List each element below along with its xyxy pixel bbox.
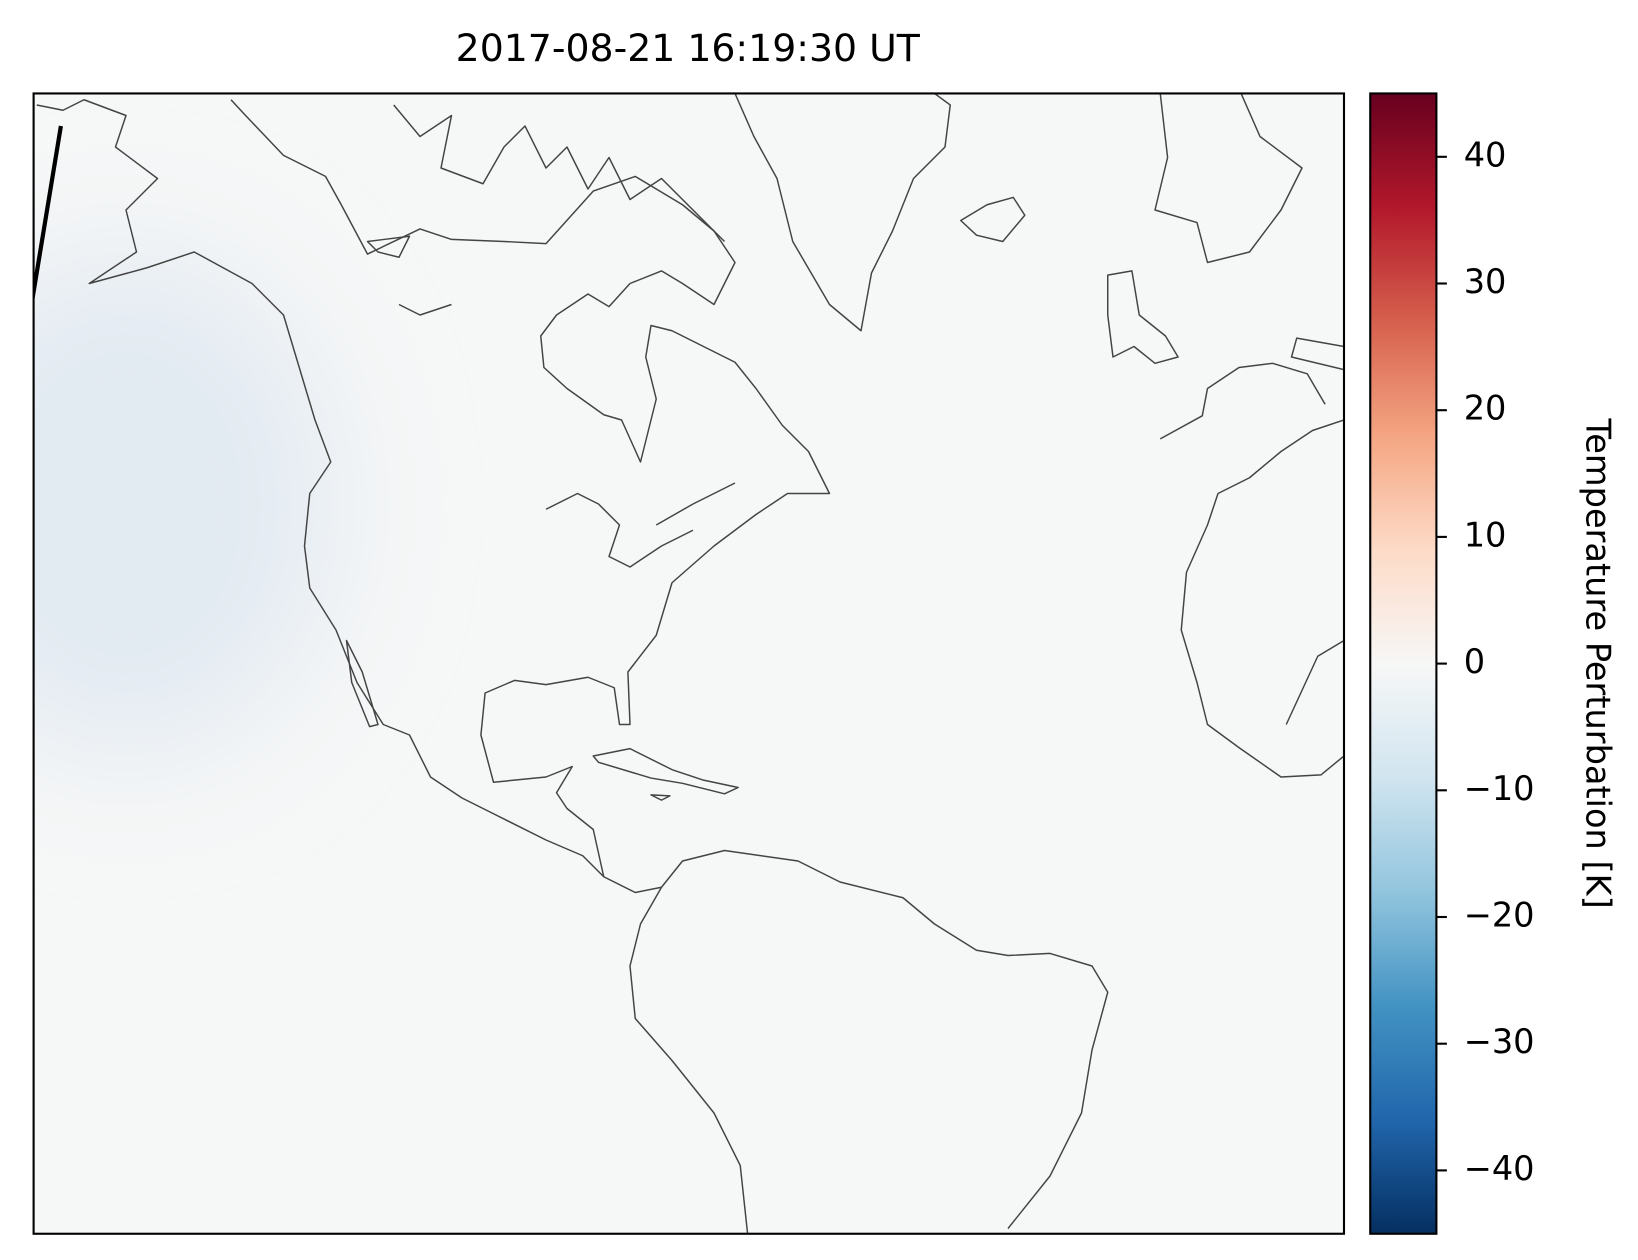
colorbar-tick-label: −40 bbox=[1464, 1149, 1535, 1188]
colorbar-label: Temperature Perturbation [K] bbox=[1579, 417, 1618, 908]
coastline-iceland bbox=[960, 196, 1026, 243]
coastline-cuba bbox=[592, 747, 739, 801]
colorbar-tick-label: −10 bbox=[1464, 769, 1535, 808]
map-frame bbox=[32, 92, 1346, 1235]
coastline-arctic-islands bbox=[366, 104, 726, 316]
coastline-baja bbox=[345, 639, 379, 728]
colorbar-tick-label: 10 bbox=[1464, 515, 1507, 554]
colorbar-tick-label: −20 bbox=[1464, 896, 1535, 935]
colorbar-tick-label: 30 bbox=[1464, 262, 1507, 301]
terminator-line bbox=[33, 125, 63, 305]
coastline-gulf bbox=[230, 99, 831, 877]
colorbar bbox=[1369, 92, 1438, 1235]
coastline-north-america bbox=[36, 99, 1109, 1229]
colorbar-tick-label: 40 bbox=[1464, 135, 1507, 174]
cold-region bbox=[33, 252, 336, 756]
coastline-europe-africa bbox=[1159, 337, 1344, 778]
colorbar-tick-label: −30 bbox=[1464, 1022, 1535, 1061]
coastline-greenland bbox=[734, 93, 951, 332]
coastline-south-america-west bbox=[629, 886, 749, 1234]
title: 2017-08-21 16:19:30 UT bbox=[456, 26, 921, 70]
colorbar-tick-label: 20 bbox=[1464, 389, 1507, 428]
coastline-britain bbox=[1107, 270, 1179, 365]
coastline-great-lakes bbox=[545, 482, 736, 568]
map bbox=[33, 93, 1344, 1234]
colorbar-tick-label: 0 bbox=[1464, 642, 1485, 681]
coastline-scandinavia bbox=[1154, 93, 1303, 264]
